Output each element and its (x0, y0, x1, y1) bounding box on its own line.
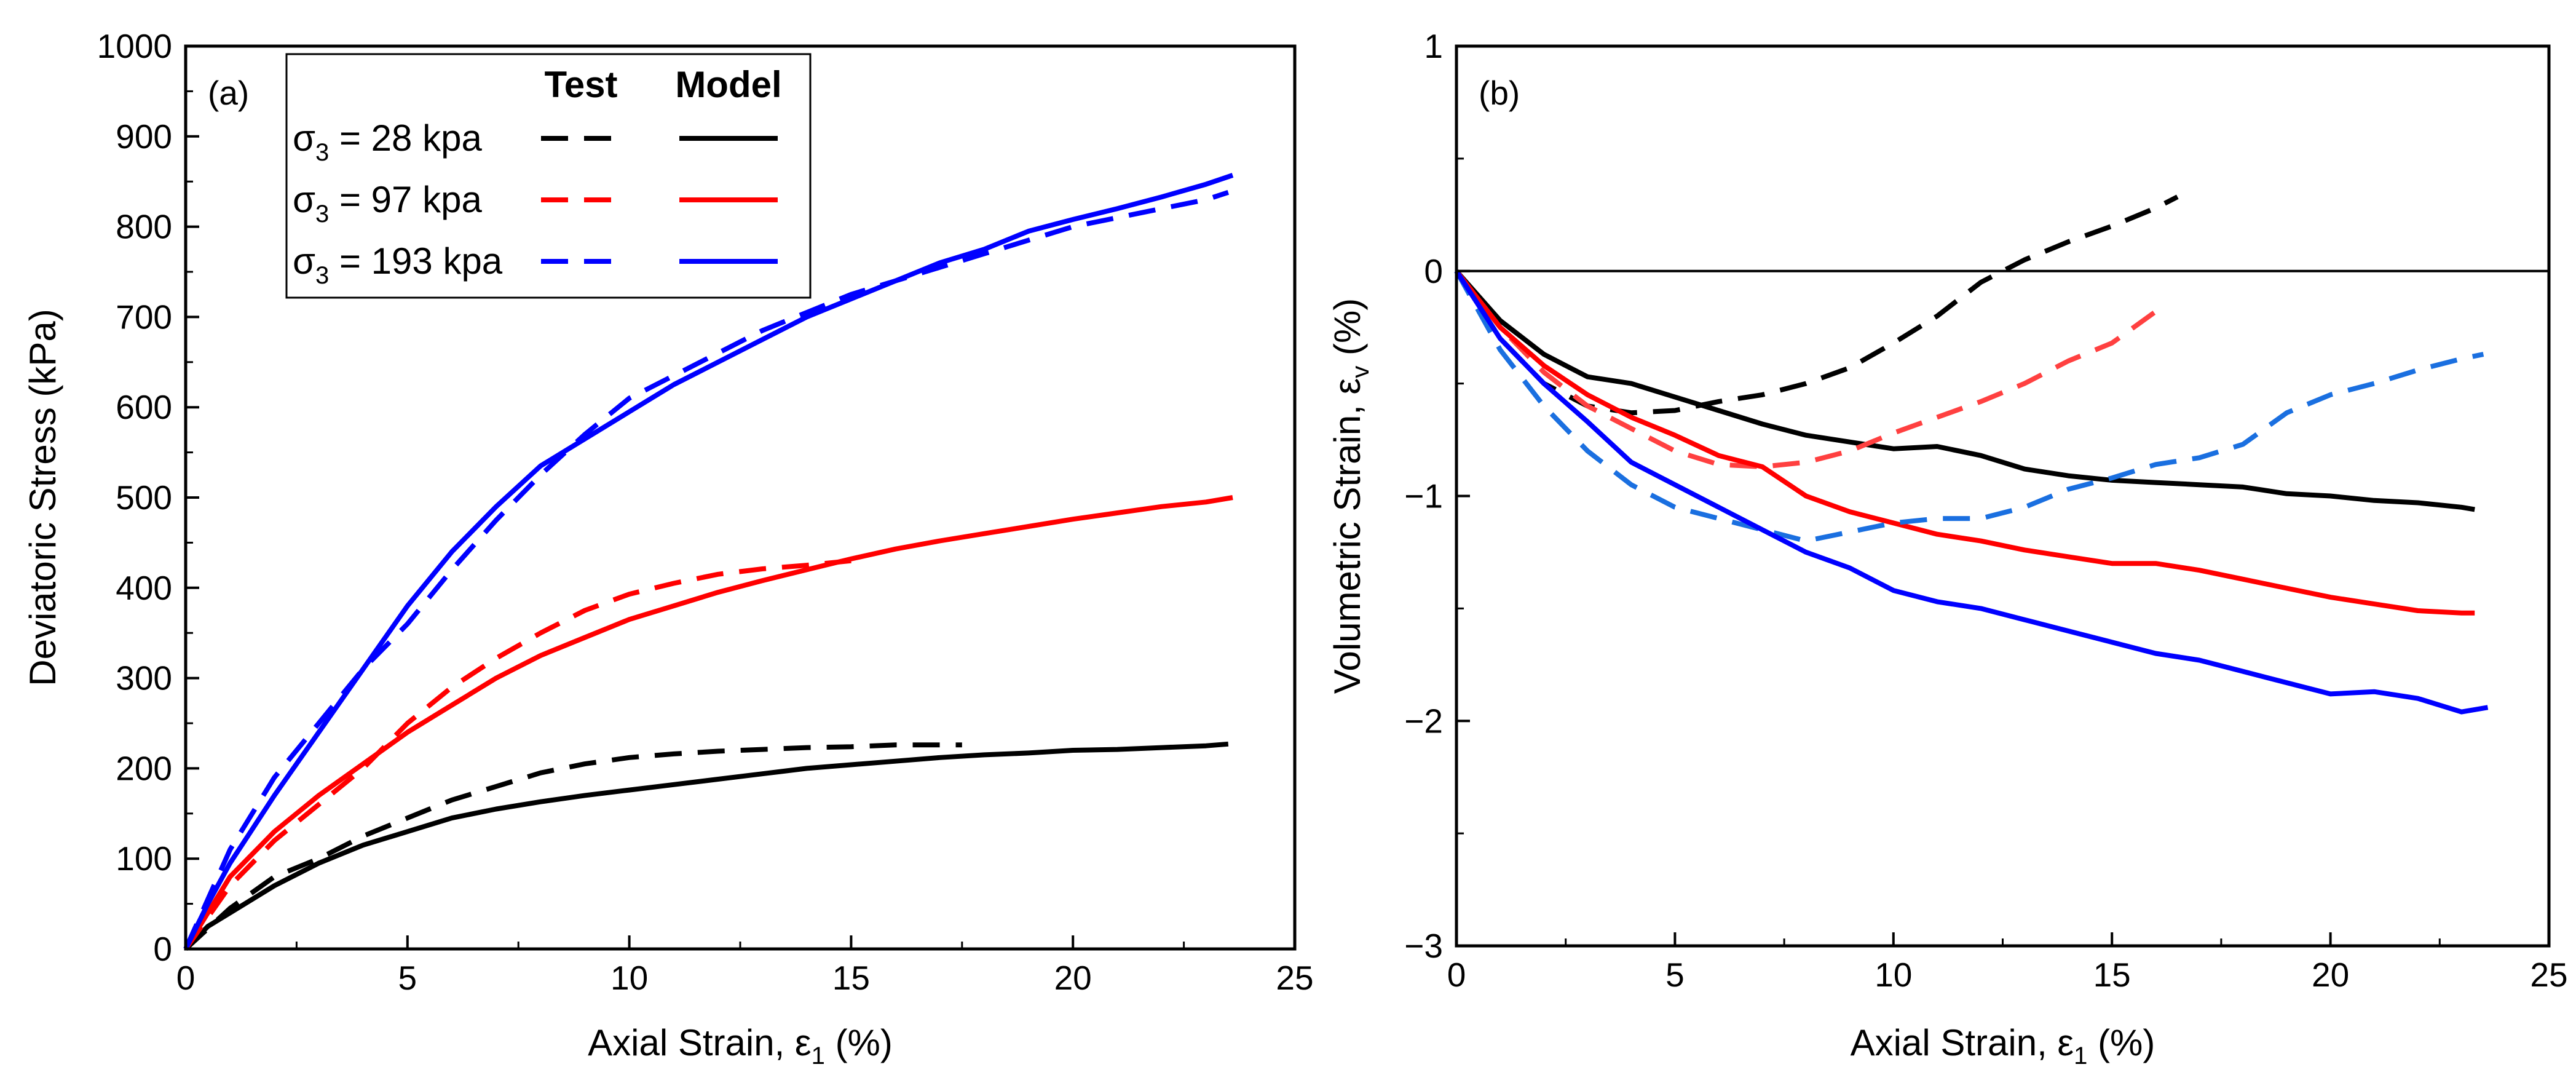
y-tick-label: 1000 (97, 27, 172, 65)
legend-label-1: σ3 = 97 kpa (293, 179, 482, 228)
panel-b-label: (b) (1479, 74, 1520, 112)
y-tick-label: 300 (116, 659, 172, 697)
series-line-model-5 (183, 173, 1234, 950)
y-tick-label: 200 (116, 749, 172, 787)
series-line-test-2 (183, 558, 851, 951)
series-line-test-2 (1454, 269, 2157, 469)
y-tick-label: −2 (1404, 702, 1443, 740)
series-line-model-1 (1455, 269, 2475, 512)
panel-b: 0 5 10 15 20 25 −3 −2 −1 0 1 (b) Axial Strain, ε1 … (1327, 27, 2568, 1069)
panel-a-x-axis-title: Axial Strain, ε1 (%) (588, 1022, 893, 1069)
series-line-model-3 (1454, 269, 2475, 616)
panel-b-series (1454, 194, 2489, 715)
x-tick-label: 25 (2530, 956, 2567, 994)
x-tick-label: 20 (2312, 956, 2349, 994)
y-tick-label: 400 (116, 569, 172, 607)
panel-a-series (183, 173, 1234, 951)
legend: Test Model σ3 = 28 kpa σ3 = 97 kpa σ3 = 19… (285, 53, 812, 299)
y-tick-label: 1 (1424, 27, 1443, 65)
y-tick-label: 900 (116, 117, 172, 156)
y-tick-label: 500 (116, 478, 172, 517)
series-line-test-4 (1454, 269, 2484, 544)
x-tick-label: 5 (398, 959, 417, 997)
series-line-model-5 (1454, 269, 2489, 715)
legend-header-test: Test (545, 64, 618, 105)
panel-b-y-axis-title: Volumetric Strain, εv (%) (1327, 298, 1374, 694)
x-tick-label: 20 (1054, 959, 1092, 997)
x-tick-label: 10 (1875, 956, 1912, 994)
series-line-model-1 (184, 741, 1229, 951)
y-tick-label: 700 (116, 298, 172, 336)
x-tick-label: 0 (1447, 956, 1466, 994)
x-tick-label: 0 (176, 959, 196, 997)
legend-label-0: σ3 = 28 kpa (293, 117, 482, 166)
y-tick-label: 600 (116, 388, 172, 426)
panel-a-y-axis-title: Deviatoric Stress (kPa) (22, 309, 63, 686)
x-tick-label: 5 (1665, 956, 1685, 994)
x-tick-label: 10 (610, 959, 648, 997)
x-tick-label: 25 (1276, 959, 1313, 997)
y-tick-label: 0 (153, 930, 172, 968)
y-tick-label: 0 (1424, 252, 1443, 290)
x-tick-label: 15 (2093, 956, 2131, 994)
y-tick-label: −1 (1404, 477, 1443, 515)
y-tick-label: −3 (1404, 927, 1443, 965)
y-tick-label: 800 (116, 208, 172, 246)
series-line-model-3 (183, 495, 1233, 951)
x-tick-label: 15 (832, 959, 870, 997)
y-tick-label: 100 (116, 839, 172, 878)
panel-a: 0 5 10 15 20 25 0 100 200 300 400 500 600 700 800 900 10… (22, 27, 1314, 1069)
legend-header-model: Model (675, 64, 781, 105)
legend-label-2: σ3 = 193 kpa (293, 240, 503, 289)
panel-a-label: (a) (208, 74, 249, 112)
panel-b-x-axis-title: Axial Strain, ε1 (%) (1851, 1022, 2155, 1069)
series-line-test-0 (184, 742, 962, 951)
legend-box (285, 53, 812, 299)
